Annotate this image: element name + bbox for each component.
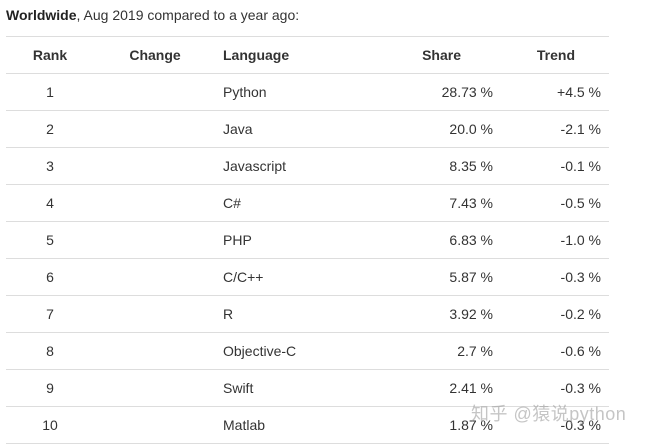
- rank-cell: 10: [42, 417, 58, 433]
- change-cell: [110, 148, 200, 184]
- rank-cell: 1: [46, 84, 54, 100]
- change-cell: [110, 74, 200, 110]
- share-cell: 28.73 %: [441, 84, 493, 100]
- header-share: Share: [422, 47, 461, 63]
- share-cell: 2.7 %: [457, 343, 493, 359]
- share-cell: 8.35 %: [449, 158, 493, 174]
- table-caption: Worldwide, Aug 2019 compared to a year a…: [6, 7, 299, 23]
- header-rank: Rank: [32, 47, 68, 63]
- language-cell: Java: [223, 121, 253, 137]
- language-cell: Python: [223, 84, 267, 100]
- rank-cell: 9: [46, 380, 54, 396]
- watermark: 知乎 @猿说python: [471, 404, 627, 424]
- rank-cell: 5: [46, 232, 54, 248]
- language-cell: R: [223, 306, 234, 322]
- trend-cell: -0.2 %: [560, 306, 601, 322]
- rank-cell: 3: [46, 158, 54, 174]
- language-cell: Objective-C: [223, 343, 297, 359]
- trend-cell: -0.3 %: [560, 380, 601, 396]
- table-row: 7 R 3.92 % -0.2 %: [6, 296, 609, 333]
- change-cell: [110, 296, 200, 332]
- trend-cell: -0.5 %: [560, 195, 601, 211]
- language-cell: C#: [223, 195, 241, 211]
- share-cell: 3.92 %: [449, 306, 493, 322]
- table-row: 3 Javascript 8.35 % -0.1 %: [6, 148, 609, 185]
- language-cell: Swift: [223, 380, 254, 396]
- rank-cell: 8: [46, 343, 54, 359]
- change-cell: [110, 185, 200, 221]
- header-language: Language: [223, 47, 290, 63]
- change-cell: [110, 111, 200, 147]
- share-cell: 7.43 %: [449, 195, 493, 211]
- change-cell: [110, 407, 200, 443]
- rank-cell: 4: [46, 195, 54, 211]
- language-cell: Javascript: [223, 158, 287, 174]
- rank-cell: 6: [46, 269, 54, 285]
- share-cell: 6.83 %: [449, 232, 493, 248]
- share-cell: 1.87 %: [449, 417, 493, 433]
- language-ranking-table: Rank Change Language Share Trend 1 Python…: [6, 36, 609, 444]
- change-cell: [110, 333, 200, 369]
- rank-cell: 7: [46, 306, 54, 322]
- trend-cell: -0.3 %: [560, 269, 601, 285]
- trend-cell: -0.3 %: [560, 417, 601, 433]
- share-cell: 2.41 %: [449, 380, 493, 396]
- caption-region: Worldwide: [6, 7, 77, 23]
- language-cell: C/C++: [223, 269, 264, 285]
- trend-cell: -2.1 %: [560, 121, 601, 137]
- table-row: 9 Swift 2.41 % -0.3 %: [6, 370, 609, 407]
- table-row: 2 Java 20.0 % -2.1 %: [6, 111, 609, 148]
- rank-cell: 2: [46, 121, 54, 137]
- table-header-row: Rank Change Language Share Trend: [6, 37, 609, 74]
- language-cell: Matlab: [223, 417, 266, 433]
- header-trend: Trend: [536, 47, 575, 63]
- trend-cell: -0.6 %: [560, 343, 601, 359]
- table-row: 1 Python 28.73 % +4.5 %: [6, 74, 609, 111]
- table-row: 8 Objective-C 2.7 % -0.6 %: [6, 333, 609, 370]
- table-row: 6 C/C++ 5.87 % -0.3 %: [6, 259, 609, 296]
- language-cell: PHP: [223, 232, 252, 248]
- header-change: Change: [129, 47, 181, 63]
- trend-cell: +4.5 %: [557, 84, 601, 100]
- trend-cell: -0.1 %: [560, 158, 601, 174]
- change-cell: [110, 370, 200, 406]
- caption-text: , Aug 2019 compared to a year ago:: [76, 7, 300, 23]
- share-cell: 20.0 %: [449, 121, 493, 137]
- change-cell: [110, 259, 200, 295]
- trend-cell: -1.0 %: [560, 232, 601, 248]
- share-cell: 5.87 %: [449, 269, 493, 285]
- table-row: 4 C# 7.43 % -0.5 %: [6, 185, 609, 222]
- change-cell: [110, 222, 200, 258]
- table-row: 5 PHP 6.83 % -1.0 %: [6, 222, 609, 259]
- table-body: 1 Python 28.73 % +4.5 % 2 Java 20.0 % -2.1 % 3 Ja…: [6, 74, 609, 444]
